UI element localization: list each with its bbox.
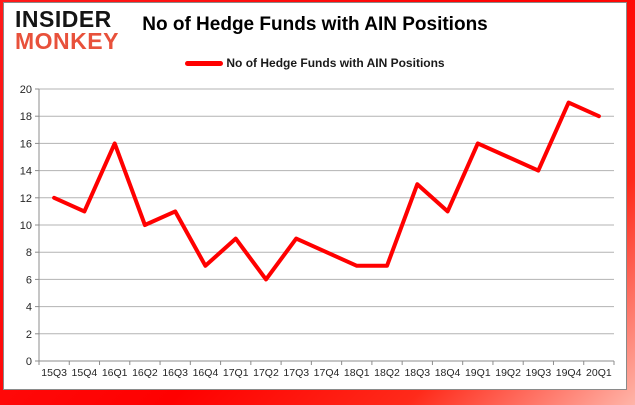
x-tick-label: 17Q1 xyxy=(223,367,249,379)
y-tick-label: 8 xyxy=(26,247,32,259)
x-tick-label: 19Q2 xyxy=(495,367,521,379)
y-tick-label: 20 xyxy=(20,84,32,96)
legend-line-marker xyxy=(185,60,224,66)
x-tick-label: 18Q1 xyxy=(344,367,370,379)
x-tick-label: 15Q4 xyxy=(72,367,98,379)
y-tick-label: 16 xyxy=(20,138,32,150)
x-tick-label: 17Q4 xyxy=(314,367,340,379)
x-tick-label: 16Q1 xyxy=(102,367,128,379)
legend: No of Hedge Funds with AIN Positions xyxy=(4,56,626,70)
chart-title: No of Hedge Funds with AIN Positions xyxy=(142,14,488,35)
y-tick-label: 12 xyxy=(20,193,32,205)
x-tick-label: 19Q1 xyxy=(465,367,491,379)
x-tick-label: 16Q2 xyxy=(132,367,158,379)
series-line xyxy=(52,100,601,282)
y-tick-label: 18 xyxy=(20,111,32,123)
x-tick-label: 18Q3 xyxy=(404,367,430,379)
x-tick-label: 19Q3 xyxy=(525,367,551,379)
logo-insider-text: INSIDER xyxy=(15,6,112,32)
x-tick-label: 18Q4 xyxy=(435,367,461,379)
y-tick-label: 2 xyxy=(26,329,32,341)
y-tick-label: 10 xyxy=(20,220,32,232)
legend-label: No of Hedge Funds with AIN Positions xyxy=(226,56,445,70)
y-tick-label: 6 xyxy=(26,274,32,286)
chart-container: INSIDER MONKEY No of Hedge Funds with AI… xyxy=(3,2,627,390)
insider-monkey-logo: INSIDER MONKEY xyxy=(15,6,119,54)
plot-svg: 0 2 4 6 8 10 12 14 16 18 20 15Q3 15Q4 16Q1 16Q2 16Q3 16Q… xyxy=(20,84,615,379)
y-tick-label: 0 xyxy=(26,356,32,368)
logo-monkey-text: MONKEY xyxy=(15,27,119,54)
x-tick-label: 16Q4 xyxy=(193,367,219,379)
y-tick-label: 14 xyxy=(20,166,32,178)
x-tick-label: 20Q1 xyxy=(586,367,612,379)
x-tick-label: 17Q3 xyxy=(283,367,309,379)
x-tick-label: 18Q2 xyxy=(374,367,400,379)
x-tick-label: 17Q2 xyxy=(253,367,279,379)
y-tick-label: 4 xyxy=(26,302,32,314)
x-tick-label: 16Q3 xyxy=(162,367,188,379)
x-tick-label: 19Q4 xyxy=(556,367,582,379)
x-tick-label: 15Q3 xyxy=(41,367,67,379)
